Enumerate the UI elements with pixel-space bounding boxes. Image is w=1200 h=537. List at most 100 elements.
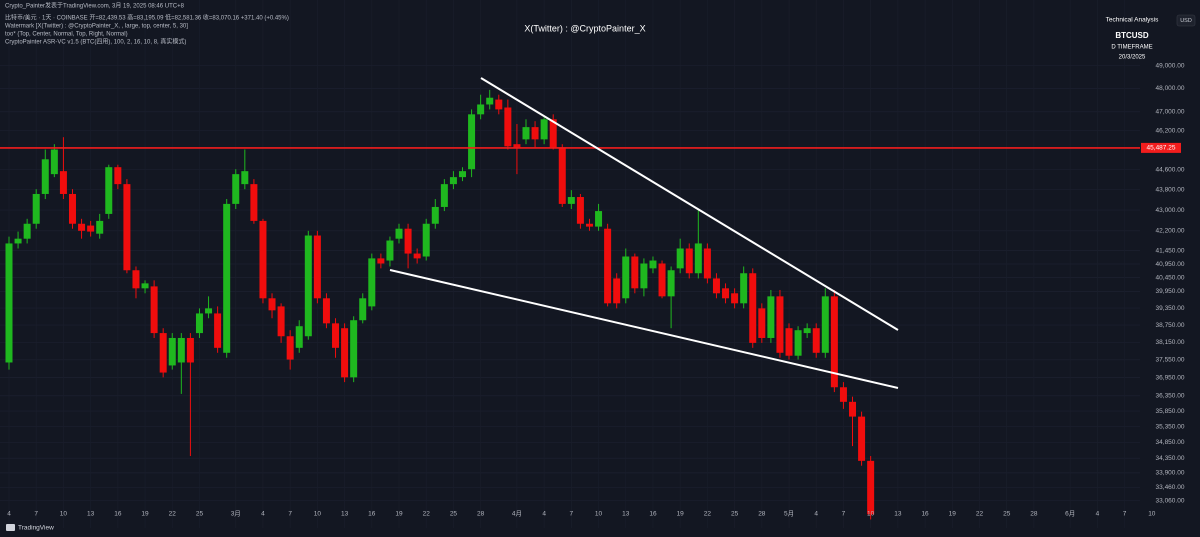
y-tick-label: 39,350.00	[1156, 305, 1185, 312]
candle-body	[268, 298, 276, 311]
candle-body	[767, 296, 775, 338]
logo-icon	[6, 524, 15, 531]
y-tick-label: 33,060.00	[1156, 497, 1185, 504]
y-tick-label: 33,900.00	[1156, 470, 1185, 477]
x-tick-label: 10	[867, 511, 875, 518]
candle-body	[14, 238, 22, 244]
candle-body	[368, 258, 376, 307]
candle-body	[332, 323, 340, 348]
candle-body	[78, 223, 86, 231]
x-tick-label: 25	[1003, 511, 1011, 518]
candle-body	[785, 328, 793, 356]
candle-body	[477, 104, 485, 115]
level-label-box	[1141, 142, 1181, 153]
candle-body	[595, 211, 603, 227]
x-tick-label: 4	[7, 511, 11, 518]
candle-body	[96, 220, 104, 234]
candle-body	[386, 240, 394, 261]
y-tick-label: 41,450.00	[1156, 247, 1185, 254]
x-tick-label: 25	[731, 511, 739, 518]
candle-body	[422, 223, 430, 257]
x-tick-label: 10	[1148, 511, 1156, 518]
x-tick-label: 25	[450, 511, 458, 518]
candle-body	[658, 263, 666, 297]
x-tick-label: 28	[758, 511, 766, 518]
x-tick-label: 5月	[784, 510, 794, 518]
x-tick-label: 4月	[512, 510, 522, 518]
level-label: 45,487.25	[1147, 145, 1176, 152]
candle-body	[703, 248, 711, 279]
x-tick-label: 16	[368, 511, 376, 518]
x-tick-label: 19	[141, 511, 149, 518]
x-tick-label: 4	[1096, 511, 1100, 518]
candle-body	[558, 147, 566, 204]
candle-body	[5, 243, 13, 363]
x-tick-label: 10	[60, 511, 68, 518]
x-tick-label: 22	[423, 511, 431, 518]
candle-body	[341, 328, 349, 378]
x-tick-label: 10	[595, 511, 603, 518]
candle-body	[794, 330, 802, 356]
candle-body	[522, 127, 530, 140]
candle-body	[867, 460, 875, 515]
candle-body	[495, 99, 503, 110]
candle-body	[459, 171, 466, 178]
x-tick-label: 22	[169, 511, 177, 518]
header-line: 比特币/美元 · 1天 · COINBASE 开=82,439.53 高=83,…	[5, 14, 289, 22]
candle-body	[649, 260, 657, 269]
y-tick-label: 33,460.00	[1156, 484, 1185, 491]
currency-box[interactable]	[1176, 14, 1196, 27]
candle-body	[830, 296, 838, 388]
candle-body	[205, 308, 213, 314]
candle-body	[585, 223, 593, 227]
candle-body	[731, 293, 739, 304]
x-tick-label: 7	[842, 511, 846, 518]
candle-body	[513, 144, 521, 148]
x-tick-label: 28	[1030, 511, 1038, 518]
trendline-lower	[389, 269, 899, 389]
info-timeframe: D TIMEFRAME	[1111, 45, 1152, 51]
candle-body	[712, 278, 720, 294]
x-tick-label: 13	[87, 511, 95, 518]
candle-body	[150, 286, 158, 334]
candle-body	[114, 167, 122, 185]
candle-body	[123, 184, 131, 271]
candle-body	[567, 197, 575, 204]
x-tick-label: 10	[314, 511, 322, 518]
candle-body	[41, 159, 49, 194]
y-tick-label: 34,350.00	[1156, 455, 1185, 462]
y-tick-label: 47,000.00	[1156, 108, 1185, 115]
candle-body	[803, 328, 811, 334]
grid	[0, 65, 1140, 501]
x-tick-label: 4	[542, 511, 546, 518]
x-tick-label: 19	[677, 511, 685, 518]
candle-body	[694, 243, 702, 274]
y-tick-label: 35,350.00	[1156, 423, 1185, 430]
candle-body	[304, 235, 312, 337]
candle-body	[50, 149, 58, 175]
candle-body	[685, 248, 693, 274]
candle-body	[531, 127, 539, 140]
x-tick-label: 13	[341, 511, 349, 518]
y-tick-label: 36,950.00	[1156, 374, 1185, 381]
candle-body	[758, 308, 766, 338]
x-tick-label: 13	[622, 511, 630, 518]
candle-body	[241, 171, 249, 185]
y-tick-label: 38,150.00	[1156, 339, 1185, 346]
candle-body	[214, 313, 222, 348]
candle-body	[440, 184, 448, 207]
y-tick-label: 40,450.00	[1156, 274, 1185, 281]
x-tick-label: 4	[814, 511, 818, 518]
candle-body	[540, 119, 548, 140]
candle-body	[667, 270, 675, 297]
x-tick-label: 28	[477, 511, 485, 518]
candle-body	[631, 256, 639, 289]
candle-body	[576, 197, 584, 224]
x-tick-label: 3月	[231, 510, 241, 518]
x-tick-label: 19	[949, 511, 957, 518]
x-tick-label: 6月	[1065, 510, 1075, 518]
candle-body	[722, 288, 730, 299]
x-tick-label: 22	[976, 511, 984, 518]
